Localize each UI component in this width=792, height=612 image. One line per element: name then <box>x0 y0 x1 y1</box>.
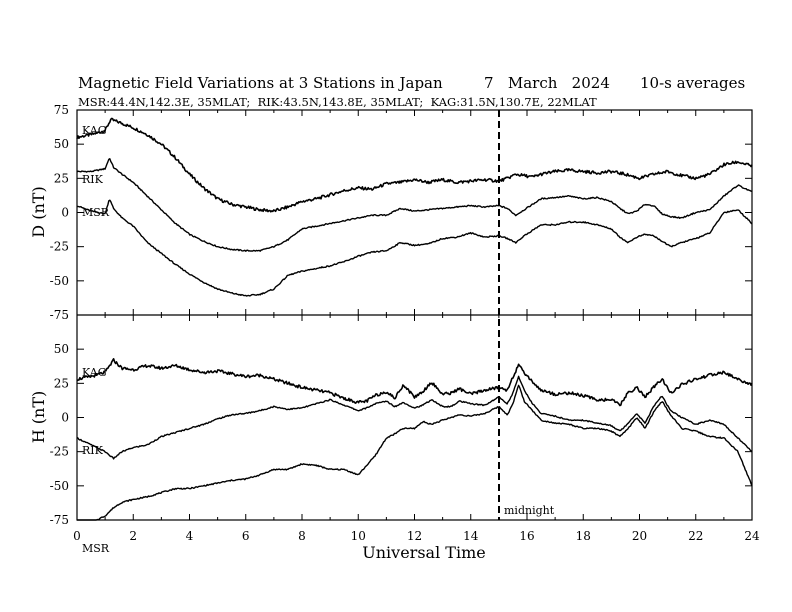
series-label-h-msr: MSR <box>82 542 110 555</box>
y-tick-label: -75 <box>50 308 69 322</box>
y-tick-label: -75 <box>50 513 69 527</box>
x-tick-label: 12 <box>407 529 422 543</box>
y-tick-label: -25 <box>50 445 69 459</box>
y-tick-label: -50 <box>50 274 69 288</box>
x-tick-label: 8 <box>298 529 306 543</box>
x-tick-label: 0 <box>73 529 81 543</box>
y-tick-label: 0 <box>61 206 69 220</box>
y-tick-label: -25 <box>50 240 69 254</box>
h-axis-label: H (nT) <box>29 391 48 444</box>
panel-d: 75 50 25 0 -25 -50 -75 KAG RIK MSR <box>50 103 753 322</box>
y-tick-label: 0 <box>61 411 69 425</box>
series-line-h-kag <box>76 357 753 407</box>
d-axis-label: D (nT) <box>29 186 48 237</box>
midnight-label: midnight <box>504 504 555 517</box>
series-label-h-rik: RIK <box>82 444 104 457</box>
x-tick-label: 22 <box>688 529 703 543</box>
chart-title: Magnetic Field Variations at 3 Stations … <box>78 74 443 92</box>
x-tick-label: 24 <box>744 529 760 543</box>
x-tick-label: 4 <box>186 529 194 543</box>
series-line-d-msr <box>76 199 753 297</box>
series-label-d-rik: RIK <box>82 173 104 186</box>
y-tick-label: -50 <box>50 479 69 493</box>
chart-subtitle: MSR:44.4N,142.3E, 35MLAT; RIK:43.5N,143.… <box>78 95 597 109</box>
x-tick-label: 6 <box>242 529 250 543</box>
series-line-h-rik <box>76 375 753 460</box>
x-tick-label: 16 <box>519 529 534 543</box>
x-tick-label: 20 <box>632 529 647 543</box>
series-line-d-rik <box>76 157 753 253</box>
panel-h: 50 25 0 -25 -50 -75 KAG RIK <box>50 314 753 527</box>
chart-averaging: 10-s averages <box>640 74 745 92</box>
series-label-d-kag: KAG <box>82 124 107 137</box>
x-tick-label: 2 <box>129 529 137 543</box>
series-line-d-kag <box>76 117 753 213</box>
y-tick-label: 75 <box>54 103 69 117</box>
series-label-h-kag: KAG <box>82 366 107 379</box>
y-tick-label: 50 <box>54 137 69 151</box>
y-tick-label: 25 <box>54 171 69 185</box>
series-label-d-msr: MSR <box>82 206 110 219</box>
y-tick-label: 50 <box>54 342 69 356</box>
x-tick-label: 14 <box>463 529 479 543</box>
series-line-h-msr <box>77 384 753 521</box>
x-tick-label: 10 <box>351 529 366 543</box>
chart-date: 7 March 2024 <box>484 74 610 92</box>
x-tick-label: 18 <box>576 529 591 543</box>
x-axis-label: Universal Time <box>362 543 485 562</box>
y-tick-label: 25 <box>54 376 69 390</box>
